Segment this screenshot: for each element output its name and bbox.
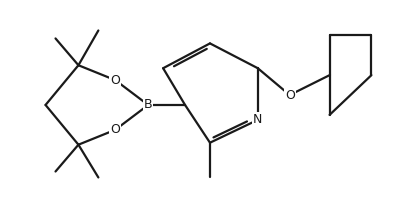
Text: O: O — [110, 74, 120, 87]
Text: O: O — [110, 123, 120, 136]
Text: N: N — [253, 113, 263, 126]
Text: O: O — [285, 89, 295, 102]
Text: B: B — [144, 98, 152, 111]
